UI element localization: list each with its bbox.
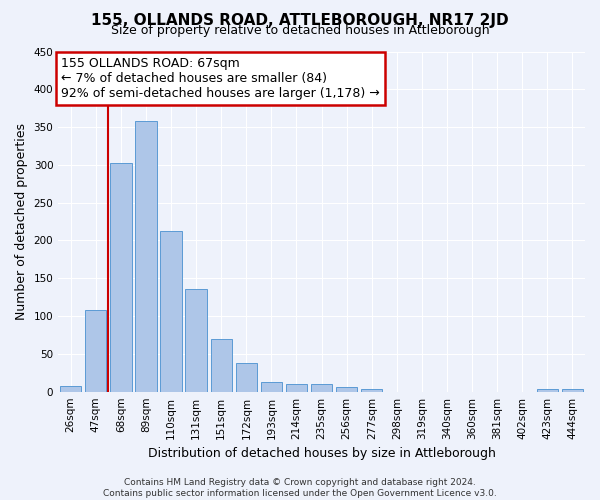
Text: Contains HM Land Registry data © Crown copyright and database right 2024.
Contai: Contains HM Land Registry data © Crown c…	[103, 478, 497, 498]
Bar	[286, 384, 307, 392]
X-axis label: Distribution of detached houses by size in Attleborough: Distribution of detached houses by size …	[148, 447, 496, 460]
Bar	[361, 388, 382, 392]
Text: Size of property relative to detached houses in Attleborough: Size of property relative to detached ho…	[110, 24, 490, 37]
Text: 155 OLLANDS ROAD: 67sqm
← 7% of detached houses are smaller (84)
92% of semi-det: 155 OLLANDS ROAD: 67sqm ← 7% of detached…	[61, 56, 380, 100]
Text: 155, OLLANDS ROAD, ATTLEBOROUGH, NR17 2JD: 155, OLLANDS ROAD, ATTLEBOROUGH, NR17 2J…	[91, 12, 509, 28]
Bar	[236, 363, 257, 392]
Y-axis label: Number of detached properties: Number of detached properties	[15, 123, 28, 320]
Bar	[136, 121, 157, 392]
Bar	[311, 384, 332, 392]
Bar	[211, 339, 232, 392]
Bar	[60, 386, 82, 392]
Bar	[562, 388, 583, 392]
Bar	[336, 387, 358, 392]
Bar	[110, 164, 131, 392]
Bar	[261, 382, 282, 392]
Bar	[537, 388, 558, 392]
Bar	[160, 230, 182, 392]
Bar	[185, 289, 207, 392]
Bar	[85, 310, 106, 392]
